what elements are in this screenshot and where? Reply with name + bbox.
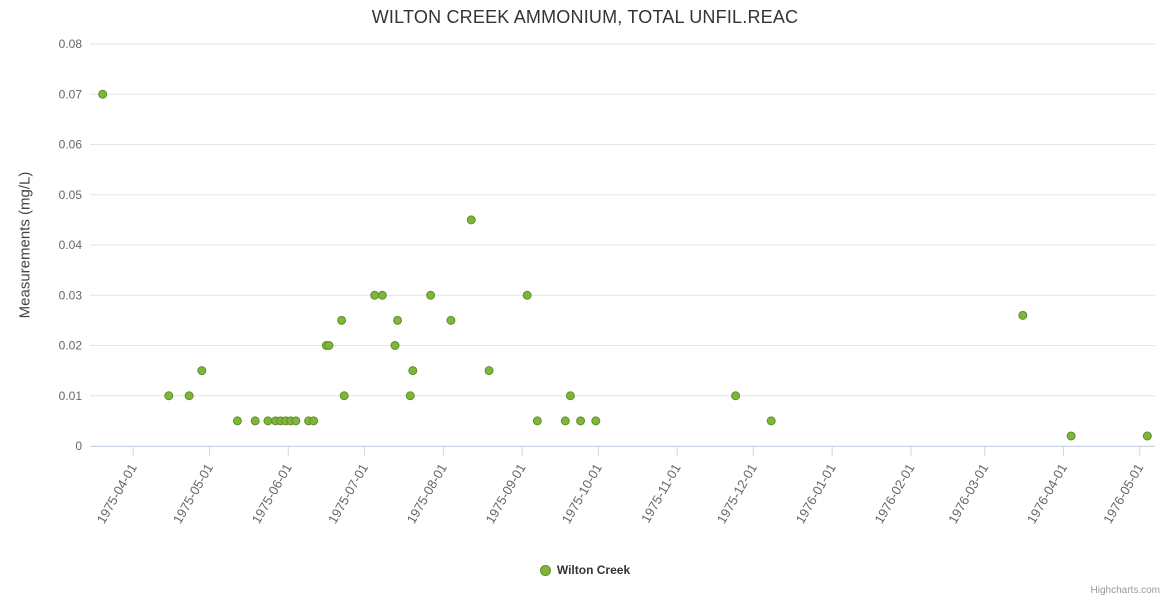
x-axis-tick-label: 1975-05-01 (170, 461, 216, 526)
x-axis-tick-label: 1976-04-01 (1024, 461, 1070, 526)
data-point[interactable] (522, 290, 532, 300)
data-point[interactable] (164, 391, 174, 401)
data-point[interactable] (98, 89, 108, 99)
y-axis-tick-label: 0.01 (59, 389, 83, 403)
data-point[interactable] (309, 416, 319, 426)
highcharts-credit[interactable]: Highcharts.com (1090, 585, 1160, 596)
legend-label: Wilton Creek (556, 563, 631, 577)
legend-marker-icon (539, 564, 551, 576)
data-point[interactable] (560, 416, 570, 426)
y-axis-tick-label: 0.03 (59, 288, 83, 302)
x-axis-tick-label: 1976-01-01 (793, 461, 839, 526)
data-point[interactable] (446, 315, 456, 325)
chart-title: WILTON CREEK AMMONIUM, TOTAL UNFIL.REAC (371, 7, 799, 27)
x-axis-tick-label: 1975-12-01 (714, 461, 760, 526)
x-axis-tick-label: 1976-02-01 (871, 461, 917, 526)
legend-item-wilton-creek[interactable]: Wilton Creek (0, 563, 1170, 577)
y-axis-tick-label: 0.02 (59, 339, 83, 353)
data-point[interactable] (339, 391, 349, 401)
x-axis-tick-label: 1975-07-01 (325, 461, 371, 526)
data-point[interactable] (250, 416, 260, 426)
data-point[interactable] (1142, 431, 1152, 441)
data-point[interactable] (408, 366, 418, 376)
data-point[interactable] (197, 366, 207, 376)
x-axis-tick-label: 1975-04-01 (94, 461, 140, 526)
x-axis-tick-label: 1975-10-01 (559, 461, 605, 526)
y-axis-tick-label: 0.05 (59, 188, 83, 202)
data-point[interactable] (591, 416, 601, 426)
data-point[interactable] (766, 416, 776, 426)
data-point[interactable] (324, 341, 334, 350)
data-point[interactable] (532, 416, 542, 426)
data-point[interactable] (426, 290, 436, 300)
data-point[interactable] (576, 416, 586, 426)
data-point[interactable] (393, 315, 403, 325)
y-axis-tick-label: 0.06 (59, 138, 83, 152)
y-axis-tick-label: 0.04 (59, 238, 83, 252)
x-axis-tick-label: 1976-05-01 (1100, 461, 1146, 526)
x-axis-tick-label: 1975-08-01 (404, 461, 450, 526)
y-axis-tick-label: 0.08 (59, 37, 83, 51)
x-axis-tick-label: 1975-11-01 (638, 461, 684, 525)
y-axis-tick-label: 0 (75, 439, 82, 453)
data-point[interactable] (291, 416, 301, 426)
data-point[interactable] (466, 215, 476, 225)
data-point[interactable] (232, 416, 242, 426)
x-axis-tick-label: 1975-06-01 (249, 461, 295, 526)
data-point[interactable] (184, 391, 194, 401)
data-point[interactable] (1018, 310, 1028, 320)
data-point[interactable] (405, 391, 415, 401)
data-point[interactable] (337, 315, 347, 325)
data-point[interactable] (565, 391, 575, 401)
data-point[interactable] (390, 341, 400, 350)
data-point[interactable] (370, 290, 380, 300)
y-axis-tick-label: 0.07 (59, 87, 83, 101)
data-point[interactable] (731, 391, 741, 401)
data-point[interactable] (377, 290, 387, 300)
x-axis-tick-label: 1975-09-01 (482, 461, 528, 526)
data-point[interactable] (484, 366, 494, 376)
data-point[interactable] (1066, 431, 1076, 441)
x-axis-tick-label: 1976-03-01 (945, 461, 991, 526)
data-point[interactable] (263, 416, 273, 426)
